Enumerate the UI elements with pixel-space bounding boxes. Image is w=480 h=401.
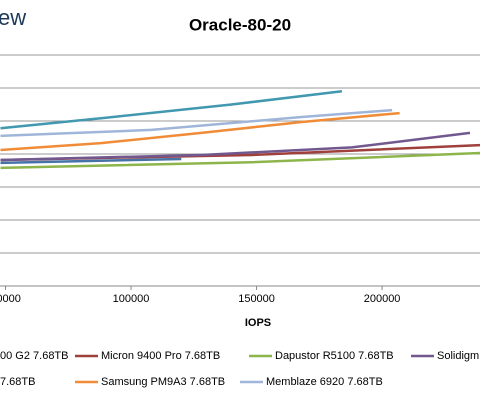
series-line xyxy=(0,157,182,165)
x-tick-label: 100000 xyxy=(113,293,150,305)
legend-label: Micron 9400 Pro 7.68TB xyxy=(101,350,220,362)
legend-label: Memblaze 6920 7.68TB xyxy=(266,376,383,388)
x-tick-label: 200000 xyxy=(364,293,401,305)
series-line xyxy=(0,111,400,152)
x-axis-label: IOPS xyxy=(245,317,271,329)
legend-label: Dapustor R5100 7.68TB xyxy=(275,350,394,362)
legend-label: Samsung PM9A3 7.68TB xyxy=(101,376,225,388)
logo: ew xyxy=(0,5,26,30)
series-line xyxy=(0,108,393,138)
chart-title: Oracle-80-20 xyxy=(189,15,291,34)
legend-label: Solidigm xyxy=(437,350,479,362)
legend-label: 7.68TB xyxy=(0,376,35,388)
series-line xyxy=(0,151,480,170)
x-tick-label: 00000 xyxy=(0,293,21,305)
series-line xyxy=(0,90,343,130)
series-line xyxy=(0,131,471,162)
x-tick-label: 150000 xyxy=(238,293,275,305)
legend-label: 00 G2 7.68TB xyxy=(0,350,69,362)
